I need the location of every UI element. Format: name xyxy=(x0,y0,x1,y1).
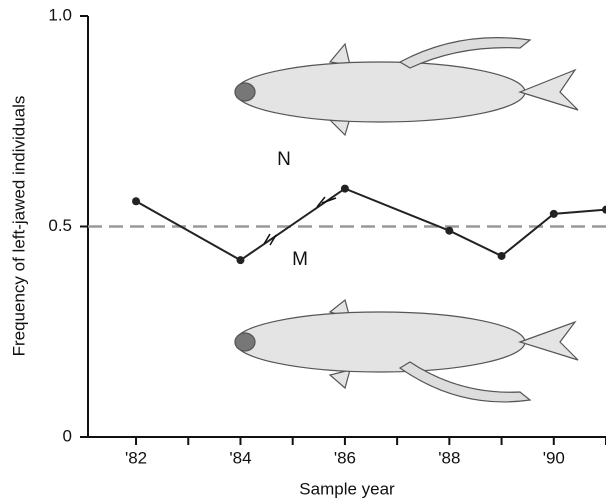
annotation: M xyxy=(292,249,308,270)
data-point xyxy=(236,256,245,265)
data-point xyxy=(497,251,506,260)
data-point xyxy=(340,184,349,193)
data-point xyxy=(602,205,606,214)
x-tick-label: '84 xyxy=(229,448,251,467)
data-point xyxy=(549,209,558,218)
y-axis-label: Frequency of left-jawed individuals xyxy=(9,96,28,357)
fish-illustration-top xyxy=(234,37,579,137)
plot-area: 0 0.5 1.0 '82 '84 '86 '88 '90 xyxy=(48,5,606,467)
y-tick-label: 0 xyxy=(63,426,72,445)
x-tick-label: '86 xyxy=(334,448,356,467)
break-marks xyxy=(263,196,337,246)
x-axis-label: Sample year xyxy=(299,479,395,498)
data-point xyxy=(132,197,141,206)
annotation: N xyxy=(277,149,291,170)
data-point xyxy=(445,226,454,235)
x-tick-label: '90 xyxy=(543,448,565,467)
x-tick-label: '82 xyxy=(125,448,147,467)
data-line xyxy=(135,187,606,262)
y-tick-label: 0.5 xyxy=(48,216,72,235)
x-tick-label: '88 xyxy=(438,448,460,467)
fish-illustration-bottom xyxy=(234,298,579,403)
y-tick-label: 1.0 xyxy=(48,5,72,24)
